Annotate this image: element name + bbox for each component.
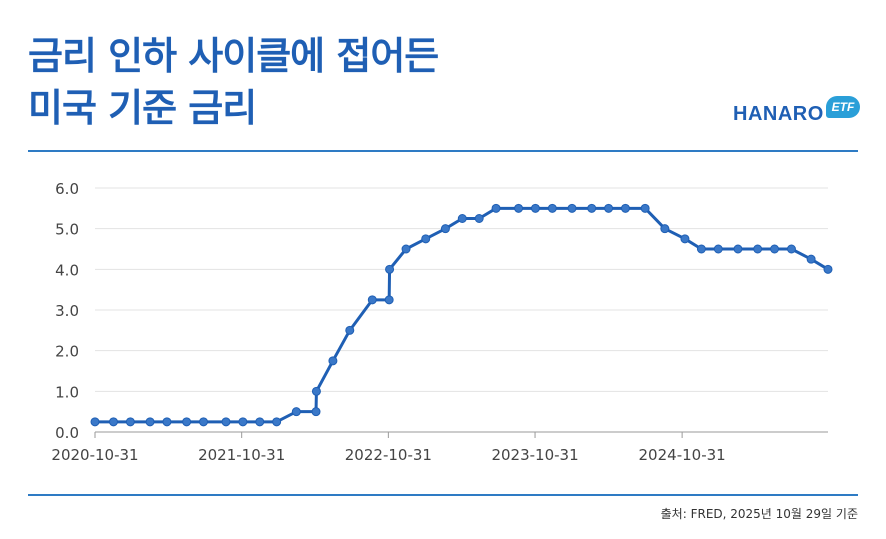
- y-tick-label: 5.0: [55, 221, 79, 239]
- data-point: [291, 407, 301, 417]
- data-point: [255, 417, 265, 427]
- title-line-2: 미국 기준 금리: [28, 86, 257, 130]
- data-point: [823, 264, 833, 274]
- y-tick-label: 0.0: [55, 424, 79, 442]
- data-point: [311, 407, 321, 417]
- source-note: 출처: FRED, 2025년 10월 29일 기준: [660, 507, 858, 521]
- data-point: [311, 386, 321, 396]
- x-tick-label: 2021-10-31: [198, 446, 285, 464]
- page-title: 금리 인하 사이클에 접어든 미국 기준 금리: [28, 30, 439, 134]
- data-point: [530, 203, 540, 213]
- logo-wordmark: HANARO: [733, 103, 824, 125]
- data-point: [221, 417, 231, 427]
- data-point: [806, 254, 816, 264]
- data-point: [90, 417, 100, 427]
- data-point: [401, 244, 411, 254]
- data-point: [733, 244, 743, 254]
- y-tick-label: 4.0: [55, 261, 79, 279]
- data-point: [587, 203, 597, 213]
- data-point: [440, 224, 450, 234]
- data-point: [238, 417, 248, 427]
- data-point: [547, 203, 557, 213]
- x-tick-label: 2024-10-31: [639, 446, 726, 464]
- top-divider: [28, 150, 858, 152]
- title-line-1: 금리 인하 사이클에 접어든: [28, 34, 439, 78]
- data-point: [514, 203, 524, 213]
- y-tick-label: 1.0: [55, 383, 79, 401]
- data-point: [162, 417, 172, 427]
- series-line: [95, 206, 829, 424]
- data-point: [108, 417, 118, 427]
- data-point: [199, 417, 209, 427]
- data-point: [345, 325, 355, 335]
- data-point: [385, 264, 395, 274]
- data-point: [620, 203, 630, 213]
- data-point: [491, 203, 501, 213]
- data-point: [786, 244, 796, 254]
- data-point: [567, 203, 577, 213]
- data-point: [696, 244, 706, 254]
- x-tick-label: 2020-10-31: [51, 446, 138, 464]
- logo-badge: ETF: [826, 96, 860, 118]
- x-tick-label: 2022-10-31: [345, 446, 432, 464]
- data-point: [713, 244, 723, 254]
- data-point: [421, 234, 431, 244]
- y-tick-label: 3.0: [55, 302, 79, 320]
- data-point: [272, 417, 282, 427]
- y-tick-label: 2.0: [55, 343, 79, 361]
- data-point: [770, 244, 780, 254]
- data-point: [125, 417, 135, 427]
- data-point: [680, 234, 690, 244]
- x-tick-label: 2023-10-31: [491, 446, 578, 464]
- data-point: [753, 244, 763, 254]
- data-point: [474, 214, 484, 223]
- data-point: [457, 214, 467, 223]
- y-tick-label: 6.0: [55, 180, 79, 198]
- data-point: [367, 295, 377, 305]
- data-point: [182, 417, 192, 427]
- data-point: [660, 224, 670, 234]
- data-point: [384, 295, 394, 305]
- data-point: [640, 203, 650, 213]
- rate-line-chart: 0.0 1.0 2.0 3.0 4.0 5.0 6.0 2020-10-31 2021-10-3…: [51, 180, 833, 464]
- data-point: [145, 417, 155, 427]
- bottom-divider: [28, 494, 858, 496]
- data-point: [604, 203, 614, 213]
- data-point: [328, 356, 338, 366]
